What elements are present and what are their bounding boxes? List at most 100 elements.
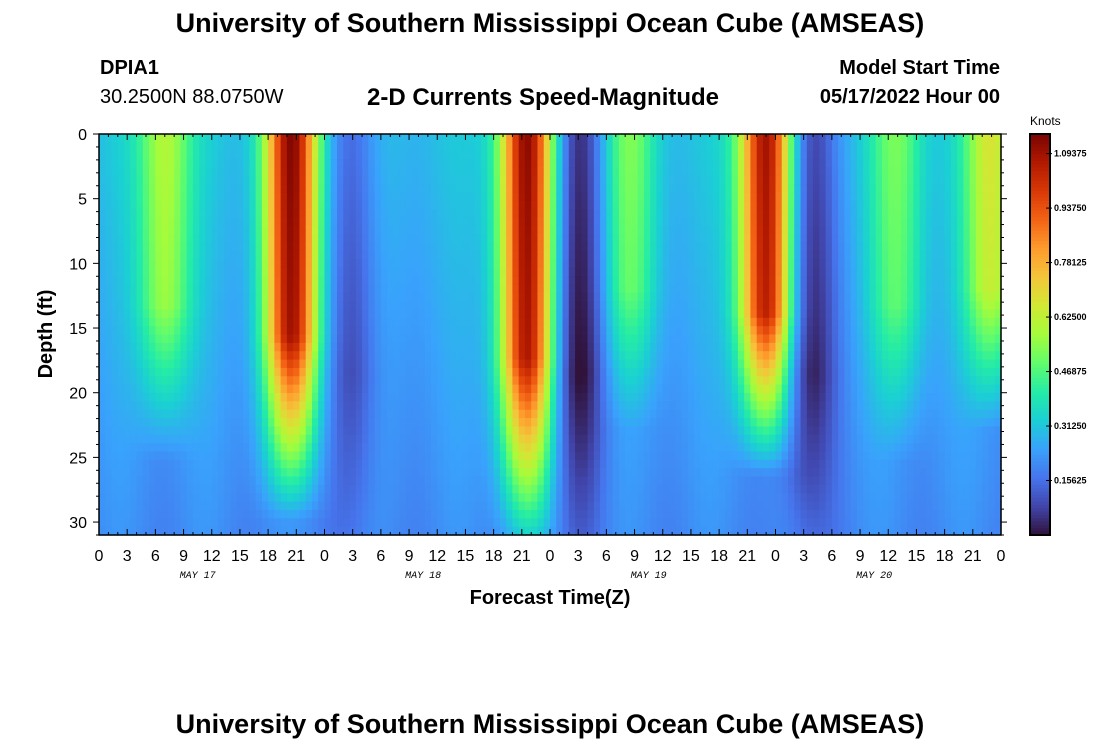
heatmap-cell [111, 317, 119, 327]
heatmap-cell [543, 242, 551, 252]
heatmap-cell [261, 309, 269, 319]
heatmap-cell [355, 509, 363, 519]
heatmap-cell [230, 175, 238, 185]
heatmap-cell [155, 443, 163, 453]
heatmap-cell [518, 309, 526, 319]
heatmap-cell [299, 359, 307, 369]
heatmap-cell [218, 459, 225, 469]
heatmap-cell [430, 209, 438, 219]
heatmap-cell [650, 384, 658, 394]
heatmap-cell [587, 284, 595, 294]
heatmap-cell [405, 392, 413, 402]
heatmap-cell [205, 167, 213, 177]
heatmap-cell [625, 301, 633, 311]
heatmap-cell [155, 342, 163, 352]
heatmap-cell [174, 259, 182, 269]
heatmap-cell [180, 476, 188, 486]
heatmap-cell [481, 142, 488, 152]
heatmap-cell [481, 225, 488, 235]
heatmap-cell [531, 225, 539, 235]
heatmap-cell [737, 484, 745, 494]
heatmap-cell [274, 443, 282, 453]
heatmap-cell [280, 509, 288, 519]
heatmap-cell [618, 217, 626, 227]
heatmap-cell [524, 167, 532, 177]
heatmap-cell [186, 443, 194, 453]
heatmap-cell [149, 451, 156, 461]
heatmap-cell [700, 426, 708, 436]
heatmap-cell [355, 250, 363, 260]
heatmap-cell [669, 175, 676, 185]
heatmap-cell [368, 150, 376, 160]
heatmap-cell [117, 409, 125, 419]
heatmap-cell [167, 301, 175, 311]
heatmap-cell [600, 476, 607, 486]
heatmap-cell [437, 468, 445, 478]
heatmap-cell [681, 134, 689, 143]
heatmap-cell [368, 376, 376, 386]
heatmap-cell [236, 409, 244, 419]
heatmap-cell [324, 476, 332, 486]
heatmap-cell [274, 493, 282, 503]
heatmap-cell [261, 175, 269, 185]
heatmap-cell [205, 334, 213, 344]
heatmap-cell [706, 317, 714, 327]
heatmap-cell [99, 301, 106, 311]
heatmap-cell [299, 418, 307, 427]
heatmap-cell [111, 459, 119, 469]
heatmap-cell [374, 242, 382, 252]
heatmap-cell [556, 200, 564, 210]
heatmap-cell [149, 401, 156, 411]
heatmap-cell [105, 451, 113, 461]
heatmap-cell [243, 468, 250, 478]
heatmap-cell [249, 225, 257, 235]
heatmap-cell [424, 334, 432, 344]
heatmap-cell [568, 225, 576, 235]
heatmap-cell [280, 501, 288, 511]
heatmap-cell [305, 184, 313, 194]
heatmap-cell [606, 426, 614, 436]
heatmap-cell [725, 376, 733, 386]
heatmap-cell [656, 142, 664, 152]
heatmap-cell [124, 509, 131, 519]
heatmap-cell [625, 342, 633, 352]
heatmap-cell [631, 476, 639, 486]
heatmap-cell [330, 443, 338, 453]
heatmap-cell [230, 359, 238, 369]
heatmap-cell [130, 250, 138, 260]
heatmap-cell [249, 150, 257, 160]
heatmap-cell [299, 526, 307, 536]
heatmap-cell [130, 509, 138, 519]
heatmap-cell [562, 334, 570, 344]
heatmap-cell [512, 493, 520, 503]
heatmap-cell [136, 468, 144, 478]
heatmap-cell [474, 376, 482, 386]
heatmap-cell [687, 384, 695, 394]
heatmap-cell [606, 484, 614, 494]
heatmap-cell [243, 250, 250, 260]
heatmap-cell [99, 234, 106, 244]
heatmap-cell [355, 276, 363, 285]
heatmap-cell [606, 418, 614, 427]
heatmap-cell [249, 209, 257, 219]
heatmap-cell [512, 242, 520, 252]
heatmap-cell [737, 317, 745, 327]
heatmap-cell [161, 284, 169, 294]
heatmap-cell [662, 225, 670, 235]
heatmap-cell [224, 284, 232, 294]
heatmap-cell [424, 175, 432, 185]
heatmap-cell [311, 142, 319, 152]
heatmap-cell [675, 342, 683, 352]
heatmap-cell [612, 192, 620, 202]
heatmap-cell [412, 426, 420, 436]
heatmap-cell [280, 150, 288, 160]
heatmap-cell [687, 468, 695, 478]
heatmap-cell [243, 518, 250, 528]
heatmap-cell [355, 217, 363, 227]
heatmap-cell [456, 167, 463, 177]
heatmap-cell [531, 476, 539, 486]
heatmap-cell [556, 468, 564, 478]
heatmap-cell [643, 459, 651, 469]
heatmap-cell [124, 259, 131, 269]
heatmap-cell [587, 301, 595, 311]
